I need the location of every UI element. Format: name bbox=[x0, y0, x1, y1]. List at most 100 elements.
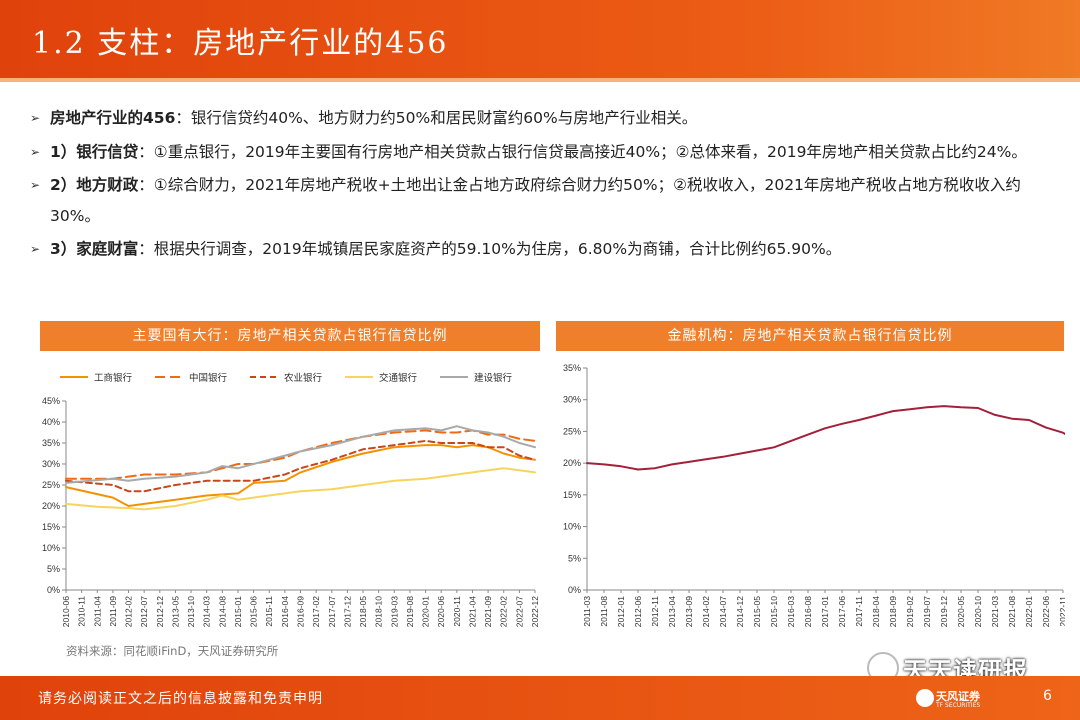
bullet-item: ➢ 2）地方财政：①综合财力，2021年房地产税收+土地出让金占地方政府综合财力… bbox=[30, 170, 1060, 231]
bullet-item: ➢ 1）银行信贷：①重点银行，2019年主要国有行房地产相关贷款占银行信贷最高接… bbox=[30, 137, 1060, 168]
y-tick-label: 10% bbox=[563, 522, 581, 532]
x-tick-label: 2021-09 bbox=[483, 596, 493, 627]
x-tick-label: 2019-03 bbox=[389, 596, 399, 627]
y-tick-label: 25% bbox=[42, 480, 60, 490]
bank-loan-share-chart: 0% 5% 10% 15% 20% 25% 30% 35% 40% 45% 2010-06 2010-… bbox=[42, 372, 540, 627]
x-tick-label: 2012-06 bbox=[633, 596, 643, 627]
x-tick-label: 2014-03 bbox=[202, 596, 212, 627]
bullet-arrow-icon: ➢ bbox=[30, 111, 41, 125]
x-tick-label: 2015-01 bbox=[233, 596, 243, 627]
legend-label: 建设银行 bbox=[474, 372, 513, 384]
y-tick-label: 25% bbox=[563, 426, 581, 436]
x-tick-label: 2019-08 bbox=[405, 596, 415, 627]
bullet-arrow-icon: ➢ bbox=[30, 178, 41, 192]
x-tick-label: 2022-01 bbox=[1024, 596, 1034, 627]
x-tick-label: 2022-02 bbox=[499, 596, 509, 627]
x-tick-label: 2012-11 bbox=[650, 596, 660, 627]
y-tick-label: 15% bbox=[42, 522, 60, 532]
x-tick-label: 2020-11 bbox=[452, 596, 462, 627]
y-tick-label: 0% bbox=[47, 585, 60, 595]
x-tick-label: 2014-07 bbox=[718, 596, 728, 627]
series-line bbox=[65, 425, 536, 484]
disclaimer-link[interactable]: 请务必阅读正文之后的信息披露和免责申明 bbox=[38, 691, 323, 707]
legend-label: 中国银行 bbox=[189, 372, 228, 384]
y-tick-label: 5% bbox=[568, 553, 581, 563]
y-tick-label: 0% bbox=[568, 585, 581, 595]
x-tick-label: 2016-09 bbox=[296, 596, 306, 627]
x-tick-label: 2020-06 bbox=[436, 596, 446, 627]
bullet-heading: 3）家庭财富 bbox=[50, 240, 139, 258]
logo-name: 天风证券 bbox=[936, 690, 980, 703]
x-tick-label: 2017-12 bbox=[342, 596, 352, 627]
right-chart-title: 金融机构：房地产相关贷款占银行信贷比例 bbox=[556, 321, 1064, 351]
x-tick-label: 2010-11 bbox=[77, 596, 87, 627]
bullet-text: ：银行信贷约40%、地方财力约50%和居民财富约60%与房地产行业相关。 bbox=[175, 109, 698, 127]
y-tick-label: 30% bbox=[42, 459, 60, 469]
x-tick-label: 2015-11 bbox=[264, 596, 274, 627]
x-tick-label: 2021-08 bbox=[1007, 596, 1017, 627]
x-tick-label: 2022-12 bbox=[530, 596, 540, 627]
y-tick-label: 10% bbox=[42, 543, 60, 553]
legend-label: 农业银行 bbox=[284, 372, 323, 384]
x-tick-label: 2021-03 bbox=[990, 596, 1000, 627]
y-tick-label: 45% bbox=[42, 396, 60, 406]
y-tick-label: 35% bbox=[563, 363, 581, 373]
y-tick-label: 40% bbox=[42, 417, 60, 427]
y-tick-label: 5% bbox=[47, 564, 60, 574]
x-tick-label: 2011-04 bbox=[92, 596, 102, 627]
x-tick-label: 2022-11 bbox=[1058, 596, 1065, 627]
x-tick-label: 2017-07 bbox=[327, 596, 337, 627]
x-tick-label: 2017-06 bbox=[837, 596, 847, 627]
x-tick-label: 2013-09 bbox=[684, 596, 694, 627]
bullet-text: ：根据央行调查，2019年城镇居民家庭资产的59.10%为住房，6.80%为商铺… bbox=[138, 240, 842, 258]
x-tick-label: 2022-06 bbox=[1041, 596, 1051, 627]
x-tick-label: 2020-05 bbox=[956, 596, 966, 627]
financial-institution-loan-share-chart: 0% 5% 10% 15% 20% 25% 30% 35% 2011-03 2011-08 2012… bbox=[563, 363, 1065, 627]
x-tick-label: 2015-10 bbox=[769, 596, 779, 627]
bullet-item: ➢ 3）家庭财富：根据央行调查，2019年城镇居民家庭资产的59.10%为住房，… bbox=[30, 234, 1060, 265]
x-tick-label: 2021-04 bbox=[467, 596, 477, 627]
bullet-arrow-icon: ➢ bbox=[30, 242, 41, 256]
x-tick-label: 2010-06 bbox=[61, 596, 71, 627]
series-line bbox=[65, 439, 536, 493]
x-tick-label: 2015-06 bbox=[249, 596, 259, 627]
x-tick-label: 2020-10 bbox=[973, 596, 983, 627]
x-tick-label: 2014-08 bbox=[217, 596, 227, 627]
series-line bbox=[65, 467, 536, 511]
logo-subtitle: TF SECURITIES bbox=[936, 702, 981, 709]
x-tick-label: 2013-05 bbox=[170, 596, 180, 627]
x-tick-label: 2018-10 bbox=[374, 596, 384, 627]
x-tick-label: 2012-12 bbox=[155, 596, 165, 627]
y-tick-label: 15% bbox=[563, 490, 581, 500]
bullet-arrow-icon: ➢ bbox=[30, 144, 41, 159]
bullet-list: ➢ 房地产行业的456：银行信贷约40%、地方财力约50%和居民财富约60%与房… bbox=[30, 103, 1060, 268]
x-tick-label: 2018-05 bbox=[358, 596, 368, 627]
x-tick-label: 2012-02 bbox=[124, 596, 134, 627]
x-tick-label: 2019-02 bbox=[905, 596, 915, 627]
header-bar: 1.2 支柱：房地产行业的456 bbox=[0, 0, 1080, 78]
bullet-heading: 2）地方财政 bbox=[50, 176, 139, 194]
y-tick-label: 20% bbox=[563, 458, 581, 468]
x-tick-label: 2014-02 bbox=[701, 596, 711, 627]
x-tick-label: 2012-01 bbox=[616, 596, 626, 627]
x-tick-label: 2019-07 bbox=[922, 596, 932, 627]
x-tick-label: 2017-01 bbox=[820, 596, 830, 627]
footer-bar: 请务必阅读正文之后的信息披露和免责申明 6 bbox=[0, 676, 1080, 720]
x-tick-label: 2018-04 bbox=[871, 596, 881, 627]
x-tick-label: 2017-11 bbox=[854, 596, 864, 627]
bullet-text: ：①综合财力，2021年房地产税收+土地出让金占地方政府综合财力约50%；②税收… bbox=[50, 176, 1021, 225]
left-chart-title: 主要国有大行：房地产相关贷款占银行信贷比例 bbox=[40, 321, 540, 351]
y-tick-label: 20% bbox=[42, 501, 60, 511]
y-tick-label: 30% bbox=[563, 395, 581, 405]
x-tick-label: 2022-07 bbox=[514, 596, 524, 627]
series-line bbox=[65, 429, 536, 480]
source-note: 资料来源：同花顺iFinD，天风证券研究所 bbox=[66, 644, 279, 658]
company-logo: 天风证券 TF SECURITIES bbox=[912, 686, 1012, 714]
logo-mark-icon bbox=[916, 689, 934, 707]
header-accent-line bbox=[0, 78, 1080, 82]
x-tick-label: 2016-08 bbox=[803, 596, 813, 627]
x-tick-label: 2013-10 bbox=[186, 596, 196, 627]
x-tick-label: 2011-08 bbox=[599, 596, 609, 627]
x-tick-label: 2016-04 bbox=[280, 596, 290, 627]
legend-label: 工商银行 bbox=[94, 372, 133, 384]
